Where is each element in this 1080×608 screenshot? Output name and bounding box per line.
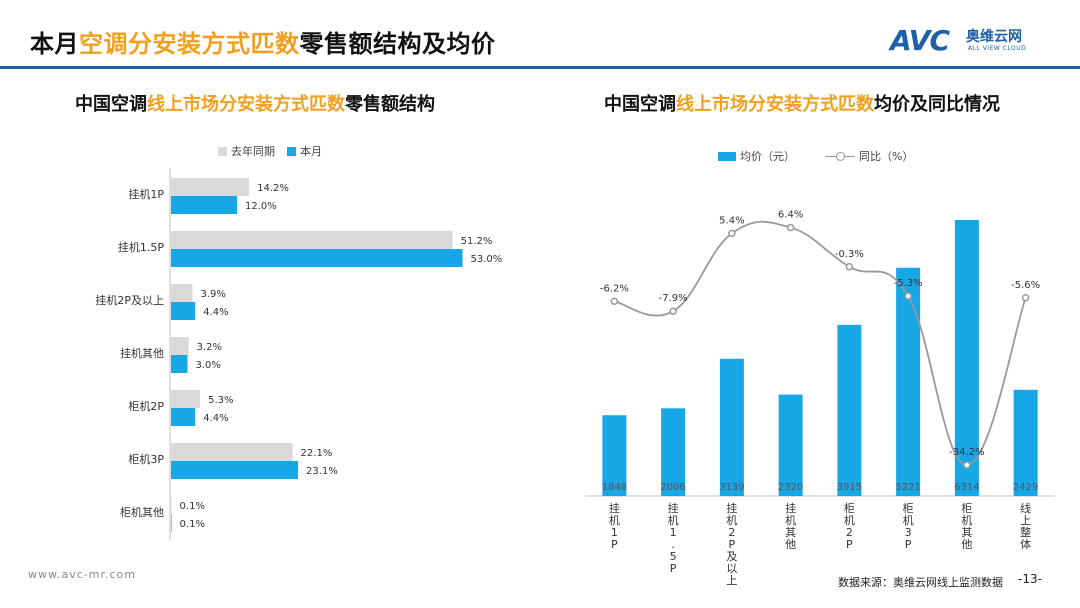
bar-value-label: 4.4% — [203, 413, 228, 424]
price-value-label: 1848 — [602, 482, 627, 493]
title-bar: 本月空调分安装方式匹数零售额结构及均价 AVC 奥维云网 ALL VIEW CL… — [0, 0, 1080, 69]
category-label: 柜机其他 — [120, 505, 164, 519]
bar-last-year — [171, 443, 293, 461]
bar-last-year — [171, 284, 193, 302]
bar-this-month — [171, 355, 188, 373]
logo-cn-text: 奥维云网 — [966, 29, 1022, 45]
price-bar — [661, 408, 686, 496]
bar-value-label: 5.3% — [208, 395, 233, 406]
legend-swatch-last-year — [218, 146, 227, 156]
bar-this-month — [171, 196, 237, 214]
yoy-value-label: -34.2% — [949, 447, 984, 458]
right-chart-legend: 均价（元） 同比（%） — [718, 148, 925, 164]
price-bar — [602, 415, 627, 496]
yoy-point — [728, 229, 736, 238]
category-label: 柜机其他 — [961, 502, 972, 551]
bar-value-label: 3.9% — [200, 289, 225, 300]
logo-mark: AVC — [890, 24, 950, 57]
bar-value-label: 0.1% — [180, 519, 205, 530]
bar-value-label: 12.0% — [245, 201, 277, 212]
yoy-point — [610, 297, 619, 306]
bar-this-month — [171, 249, 463, 267]
yoy-value-label: 6.4% — [778, 210, 803, 221]
price-bar — [719, 358, 744, 496]
category-label: 挂机1P — [128, 187, 164, 201]
category-label: 挂机其他 — [120, 346, 164, 360]
legend-swatch-this-month — [287, 146, 296, 156]
price-bar — [837, 324, 862, 496]
legend-swatch-price — [718, 151, 736, 161]
left-chart-legend: 去年同期 本月 — [218, 143, 334, 159]
yoy-point — [845, 263, 854, 271]
yoy-value-label: -5.3% — [894, 278, 923, 289]
price-value-label: 2320 — [778, 482, 803, 493]
category-label: 挂机其他 — [785, 501, 796, 551]
yoy-point — [786, 223, 795, 232]
yoy-point — [904, 292, 912, 300]
footer-source: 数据来源：奥维云网线上监测数据 — [838, 576, 1003, 589]
price-value-label: 3915 — [837, 482, 862, 493]
yoy-value-label: -5.6% — [1011, 280, 1040, 291]
price-value-label: 3139 — [719, 482, 744, 493]
legend-item-last-year: 去年同期 — [218, 143, 275, 159]
bar-last-year — [171, 231, 453, 249]
bar-this-month — [171, 302, 196, 320]
footer-website: www.avc-mr.com — [28, 568, 136, 581]
bar-last-year — [171, 390, 201, 408]
left-chart-title: 中国空调线上市场分安装方式匹数零售额结构 — [75, 94, 435, 115]
bar-value-label: 51.2% — [461, 236, 493, 247]
yoy-point — [963, 461, 971, 469]
bar-value-label: 14.2% — [257, 183, 289, 194]
avc-logo: AVC 奥维云网 ALL VIEW CLOUD — [890, 24, 1060, 57]
price-value-label: 5221 — [895, 482, 920, 493]
bar-value-label: 3.2% — [197, 342, 222, 353]
category-label: 柜机2P — [128, 399, 164, 413]
right-chart-title: 中国空调线上市场分安装方式匹数均价及同比情况 — [604, 94, 1000, 115]
bar-value-label: 0.1% — [180, 501, 205, 512]
category-label: 挂机1.5P — [118, 240, 164, 254]
category-label: 线上整体 — [1020, 501, 1031, 551]
category-label: 挂机2P及以上 — [95, 293, 164, 307]
bar-this-month — [171, 461, 299, 479]
logo-en-text: ALL VIEW CLOUD — [968, 45, 1027, 52]
yoy-point — [1021, 294, 1030, 302]
page-number: -13- — [1018, 572, 1042, 586]
price-bar — [778, 394, 803, 496]
bar-last-year — [171, 496, 172, 514]
page-title: 本月空调分安装方式匹数零售额结构及均价 — [30, 30, 496, 58]
price-value-label: 2429 — [1013, 482, 1038, 493]
legend-item-yoy: 同比（%） — [825, 148, 913, 164]
yoy-value-label: -7.9% — [659, 293, 688, 304]
title-divider — [0, 66, 1080, 69]
price-value-label: 6314 — [954, 482, 979, 493]
legend-item-price: 均价（元） — [718, 148, 795, 164]
bar-value-label: 53.0% — [471, 254, 503, 265]
bar-last-year — [171, 178, 250, 196]
price-value-label: 2006 — [660, 482, 685, 493]
yoy-value-label: -6.2% — [600, 283, 629, 294]
bar-this-month — [171, 408, 196, 426]
category-label: 柜机3P — [128, 452, 164, 466]
bar-value-label: 23.1% — [306, 466, 338, 477]
yoy-point — [669, 307, 677, 315]
price-bar — [896, 267, 921, 496]
price-bar — [954, 220, 979, 496]
bar-value-label: 22.1% — [301, 448, 333, 459]
legend-item-this-month: 本月 — [287, 143, 322, 159]
bar-value-label: 4.4% — [203, 307, 228, 318]
yoy-value-label: -0.3% — [835, 249, 864, 260]
bar-last-year — [171, 337, 189, 355]
yoy-value-label: 5.4% — [719, 215, 744, 226]
price-bar — [1013, 389, 1038, 496]
bar-value-label: 3.0% — [196, 360, 221, 371]
legend-swatch-yoy — [825, 151, 855, 161]
bar-this-month — [171, 514, 172, 532]
